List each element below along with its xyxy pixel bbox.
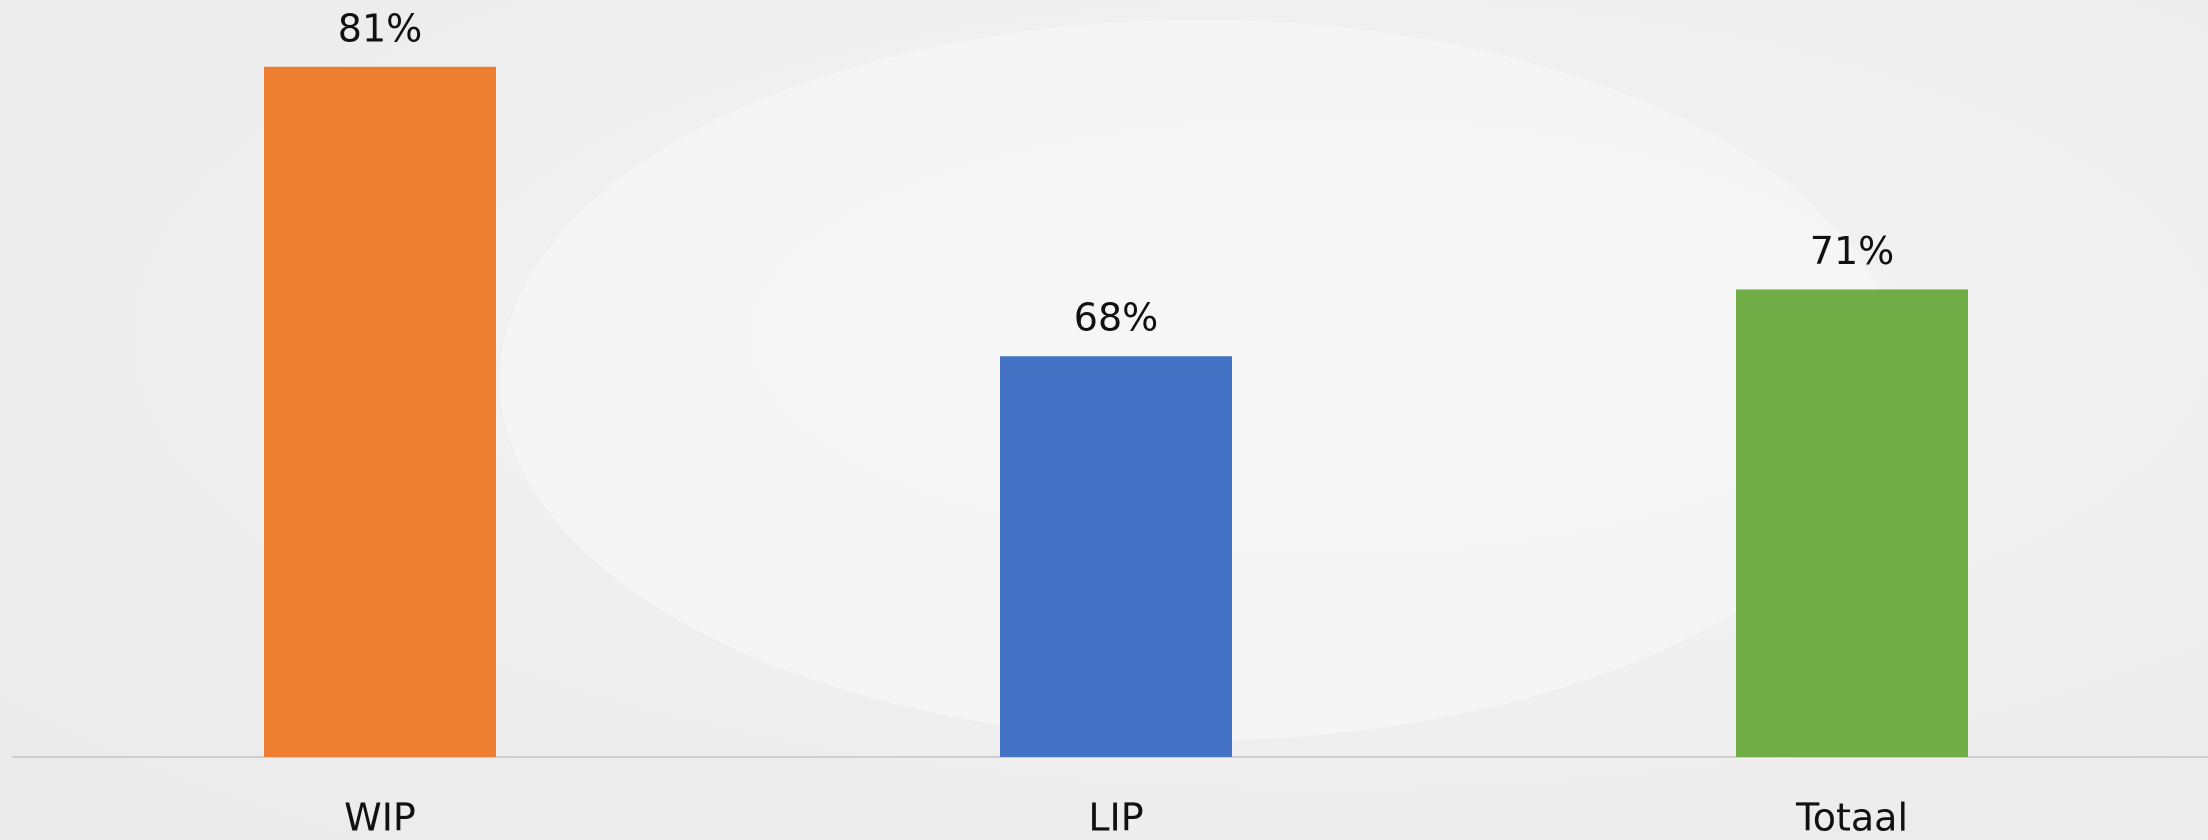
value-label: 68%	[1074, 296, 1158, 340]
x-tick-label: Totaal	[1795, 796, 1908, 840]
bar	[1736, 289, 1968, 757]
value-label: 81%	[338, 6, 422, 50]
x-tick-label: WIP	[344, 796, 416, 840]
chart: WIP 81% LIP 68% Totaal 71%	[0, 0, 2208, 840]
bar	[264, 67, 496, 757]
value-label: 71%	[1810, 229, 1894, 273]
x-tick-label: LIP	[1088, 796, 1143, 840]
bar	[1000, 356, 1232, 757]
page: WIP81%LIP68%Totaal71% (() => { const dat…	[0, 0, 2208, 840]
